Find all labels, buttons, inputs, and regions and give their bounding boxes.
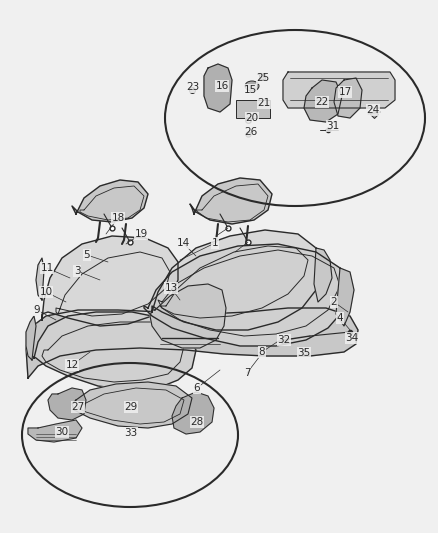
Polygon shape: [334, 78, 362, 118]
Text: 16: 16: [215, 81, 229, 91]
Text: 10: 10: [39, 287, 53, 297]
Polygon shape: [150, 284, 226, 348]
Text: 25: 25: [256, 73, 270, 83]
Text: 27: 27: [71, 402, 85, 412]
Polygon shape: [336, 268, 354, 326]
Polygon shape: [72, 180, 148, 222]
Polygon shape: [144, 244, 348, 346]
Text: 4: 4: [337, 313, 343, 323]
Text: 18: 18: [111, 213, 125, 223]
Text: 32: 32: [277, 335, 291, 345]
Text: 35: 35: [297, 348, 311, 358]
Text: 24: 24: [366, 105, 380, 115]
Text: 9: 9: [34, 305, 40, 315]
Text: 20: 20: [245, 113, 258, 123]
Text: 14: 14: [177, 238, 190, 248]
Text: 29: 29: [124, 402, 138, 412]
Text: 23: 23: [187, 82, 200, 92]
Polygon shape: [28, 420, 82, 442]
Text: 26: 26: [244, 127, 258, 137]
Bar: [236, 100, 270, 118]
Polygon shape: [36, 258, 44, 300]
Text: 6: 6: [194, 383, 200, 393]
Text: 12: 12: [65, 360, 79, 370]
Polygon shape: [172, 392, 214, 434]
Text: 22: 22: [315, 97, 328, 107]
Polygon shape: [314, 248, 332, 302]
Polygon shape: [32, 312, 196, 390]
Polygon shape: [42, 236, 178, 326]
Text: 5: 5: [84, 250, 90, 260]
Polygon shape: [26, 308, 358, 378]
Text: 17: 17: [339, 87, 352, 97]
Text: 31: 31: [326, 121, 339, 131]
Text: 2: 2: [331, 297, 337, 307]
Text: 21: 21: [258, 98, 271, 108]
Text: 13: 13: [164, 283, 178, 293]
Text: 34: 34: [346, 333, 359, 343]
Text: 7: 7: [244, 368, 250, 378]
Text: 33: 33: [124, 428, 138, 438]
Polygon shape: [304, 80, 342, 122]
Polygon shape: [204, 64, 232, 112]
Polygon shape: [72, 382, 192, 428]
Text: 28: 28: [191, 417, 204, 427]
Text: 15: 15: [244, 85, 257, 95]
Text: 3: 3: [74, 266, 80, 276]
Polygon shape: [190, 178, 272, 224]
Text: 8: 8: [259, 347, 265, 357]
Text: 30: 30: [56, 427, 69, 437]
Text: 1: 1: [212, 238, 218, 248]
Polygon shape: [48, 388, 86, 420]
Polygon shape: [26, 316, 36, 360]
Ellipse shape: [245, 81, 259, 91]
Polygon shape: [152, 230, 322, 330]
Text: 11: 11: [40, 263, 53, 273]
Polygon shape: [283, 72, 395, 108]
Text: 19: 19: [134, 229, 148, 239]
